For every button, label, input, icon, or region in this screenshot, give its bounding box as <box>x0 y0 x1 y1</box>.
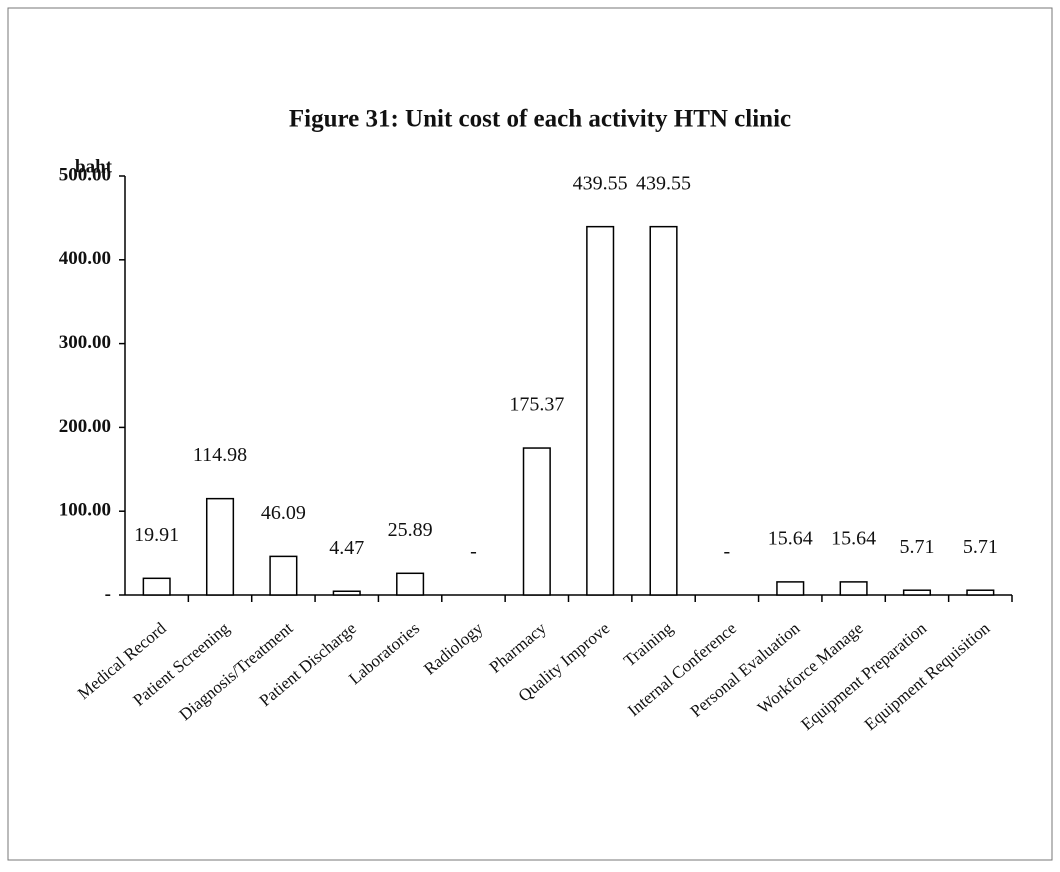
data-label: 175.37 <box>509 394 564 416</box>
bar <box>396 572 425 596</box>
data-label: 114.98 <box>193 444 247 466</box>
bar <box>269 555 298 596</box>
bar <box>586 225 615 596</box>
bar <box>776 581 805 596</box>
y-tick-label: 500.00 <box>59 164 111 185</box>
data-label: 19.91 <box>134 524 179 546</box>
data-label: 439.55 <box>636 172 691 194</box>
x-tick-label: Workforce Manage <box>754 619 867 718</box>
x-tick-label: Training <box>620 618 677 670</box>
bar <box>902 589 932 596</box>
data-label: - <box>470 541 477 563</box>
data-label: 46.09 <box>261 502 306 524</box>
bar <box>332 590 361 596</box>
data-label: - <box>724 541 731 563</box>
x-tick-label: Radiology <box>420 618 487 678</box>
x-tick-label: Internal Conference <box>624 619 740 721</box>
chart-title: Figure 31: Unit cost of each activity HT… <box>289 106 791 133</box>
y-tick-label: - <box>105 583 111 604</box>
data-label: 15.64 <box>768 527 813 549</box>
data-label: 439.55 <box>573 172 628 194</box>
y-axis-label: baht <box>75 156 113 177</box>
y-tick-label: 300.00 <box>59 332 111 353</box>
x-tick-label: Diagnosis/Treatment <box>175 618 296 724</box>
x-tick-label: Equipment Requisition <box>861 618 994 734</box>
x-tick-label: Laboratories <box>345 619 423 689</box>
data-label: 25.89 <box>388 519 433 541</box>
bar <box>522 447 551 596</box>
bar <box>649 225 678 596</box>
y-tick-label: 100.00 <box>59 500 111 521</box>
y-tick-label: 200.00 <box>59 416 111 437</box>
data-label: 4.47 <box>329 537 364 559</box>
bar <box>839 581 868 596</box>
y-tick-label: 400.00 <box>59 248 111 269</box>
frame <box>7 7 1053 861</box>
x-tick-label: Personal Evaluation <box>687 618 804 721</box>
bar <box>142 577 171 596</box>
data-label: 5.71 <box>963 536 998 558</box>
data-label: 15.64 <box>831 527 876 549</box>
bar <box>205 497 235 596</box>
bar <box>966 589 995 596</box>
data-label: 5.71 <box>899 536 934 558</box>
